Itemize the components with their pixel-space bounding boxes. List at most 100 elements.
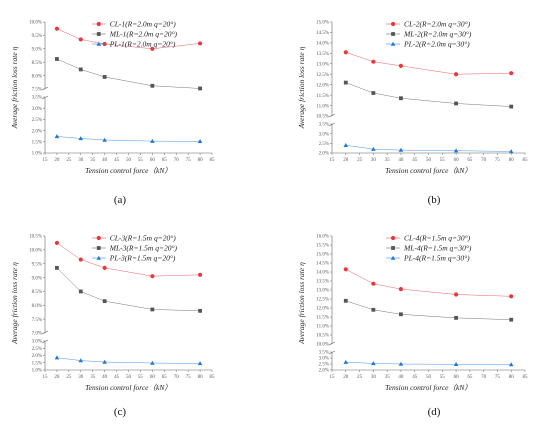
legend-marker-circle	[96, 21, 101, 27]
data-point-square	[454, 316, 458, 320]
data-point-triangle	[197, 139, 203, 144]
series-line-3	[345, 145, 512, 152]
y-axis-title: Average friction loss rate η	[10, 262, 19, 345]
y-tick-label: 3.5%	[32, 96, 42, 101]
x-axis-title: Tension control force（kN）	[85, 383, 172, 392]
legend-marker-triangle	[390, 255, 396, 260]
x-tick-label: 70	[481, 375, 487, 380]
x-tick-label: 30	[371, 375, 377, 380]
y-tick-label: 10.5%	[316, 115, 329, 120]
data-point-circle	[343, 50, 348, 55]
legend-label-3: PL-2(R=2.0m q=30°)	[403, 40, 470, 49]
y-tick-label: 3.5%	[319, 351, 329, 356]
y-tick-label: 3.0%	[32, 107, 42, 112]
y-tick-label: 11.0%	[316, 104, 329, 109]
data-point-circle	[453, 292, 459, 297]
x-tick-label: 65	[162, 158, 168, 163]
y-tick-label: 9.5%	[32, 262, 42, 267]
x-tick-label: 80	[509, 375, 515, 380]
y-tick-label: 9.0%	[32, 48, 42, 53]
x-tick-label: 15	[43, 375, 49, 380]
data-point-triangle	[102, 359, 107, 364]
y-tick-label: 15.5%	[316, 244, 329, 249]
series-line-1	[345, 269, 512, 297]
y-tick-label: 14.5%	[316, 31, 329, 36]
data-point-circle	[371, 59, 376, 64]
data-point-square	[102, 299, 107, 304]
x-tick-label: 85	[523, 158, 529, 163]
data-point-circle	[78, 257, 83, 262]
data-point-circle	[343, 267, 348, 272]
legend-marker-circle	[390, 21, 396, 27]
legend-label-1: CL-2(R=2.0m q=30°)	[404, 20, 471, 29]
x-axis-title: Tension control force（kN）	[85, 166, 172, 175]
x-tick-label: 85	[210, 158, 216, 163]
data-point-triangle	[453, 362, 459, 367]
x-tick-label: 20	[54, 158, 60, 163]
data-point-triangle	[78, 136, 84, 141]
y-tick-label: 15.0%	[316, 21, 329, 26]
legend-marker-square	[96, 32, 101, 36]
x-axis-title: Tension control force（kN）	[385, 383, 472, 392]
x-tick-label: 15	[43, 158, 49, 163]
x-tick-label: 30	[371, 158, 377, 163]
data-point-triangle	[150, 138, 155, 143]
x-tick-label: 25	[357, 158, 363, 163]
x-tick-label: 75	[495, 158, 501, 163]
y-tick-label: 7.0%	[32, 332, 42, 337]
data-point-circle	[102, 265, 107, 270]
axis-break-mark	[41, 86, 49, 91]
data-point-square	[150, 307, 155, 312]
data-point-square	[509, 317, 514, 322]
y-tick-label: 10.0%	[316, 343, 329, 348]
legend-label-3: PL-4(R=1.5m q=30°)	[403, 254, 470, 263]
legend-marker-circle	[96, 235, 101, 241]
y-tick-label: 8.0%	[32, 74, 42, 79]
y-tick-label: 13.0%	[316, 62, 329, 67]
data-point-square	[198, 86, 202, 91]
x-tick-label: 60	[454, 375, 460, 380]
data-point-circle	[509, 71, 514, 76]
x-tick-label: 35	[90, 375, 96, 380]
data-point-triangle	[150, 360, 155, 365]
y-tick-label: 9.5%	[32, 34, 42, 39]
series-line-2	[56, 58, 201, 89]
x-tick-label: 40	[398, 375, 404, 380]
x-tick-label: 85	[523, 375, 529, 380]
y-tick-label: 2.5%	[32, 347, 42, 352]
x-tick-label: 45	[114, 158, 120, 163]
legend-marker-square	[391, 32, 395, 36]
legend-label-2: ML-3(R=1.5m q=20°)	[109, 244, 178, 253]
x-tick-label: 55	[440, 158, 446, 163]
x-tick-label: 15	[330, 375, 336, 380]
x-tick-label: 75	[186, 158, 192, 163]
data-point-triangle	[508, 149, 514, 154]
y-tick-label: 11.5%	[316, 316, 329, 321]
x-axis-title: Tension control force（kN）	[385, 166, 472, 175]
data-point-square	[371, 91, 376, 95]
x-tick-label: 35	[385, 375, 391, 380]
x-tick-label: 65	[162, 375, 168, 380]
chart-panel-4: 15 20 25 30 35 40 45 50 55 60 65 70 75 80 852.0%2.5%3.…	[297, 234, 528, 418]
y-tick-label: 16.0%	[316, 235, 329, 240]
y-tick-label: 2.5%	[319, 142, 329, 147]
legend-marker-square	[96, 246, 101, 250]
data-point-square	[102, 75, 107, 79]
data-point-triangle	[54, 134, 60, 139]
data-point-square	[343, 80, 348, 85]
y-tick-label: 1.0%	[32, 369, 42, 374]
data-point-triangle	[508, 362, 514, 367]
data-point-triangle	[78, 358, 84, 363]
x-tick-label: 60	[150, 158, 156, 163]
x-tick-label: 35	[90, 158, 96, 163]
x-tick-label: 60	[454, 158, 460, 163]
y-tick-label: 13.5%	[316, 52, 329, 57]
data-point-triangle	[398, 361, 404, 366]
chart-panel-2: 15 20 25 30 35 40 45 50 55 60 65 70 75 80 85 2.0% 2.5% 3.…	[297, 20, 528, 206]
y-tick-label: 3.0%	[32, 340, 42, 345]
axis-break-mark	[328, 341, 336, 346]
series-line-3	[345, 361, 512, 365]
axis-break-mark	[41, 330, 49, 335]
x-tick-label: 70	[174, 158, 180, 163]
y-tick-label: 12.0%	[316, 307, 329, 312]
